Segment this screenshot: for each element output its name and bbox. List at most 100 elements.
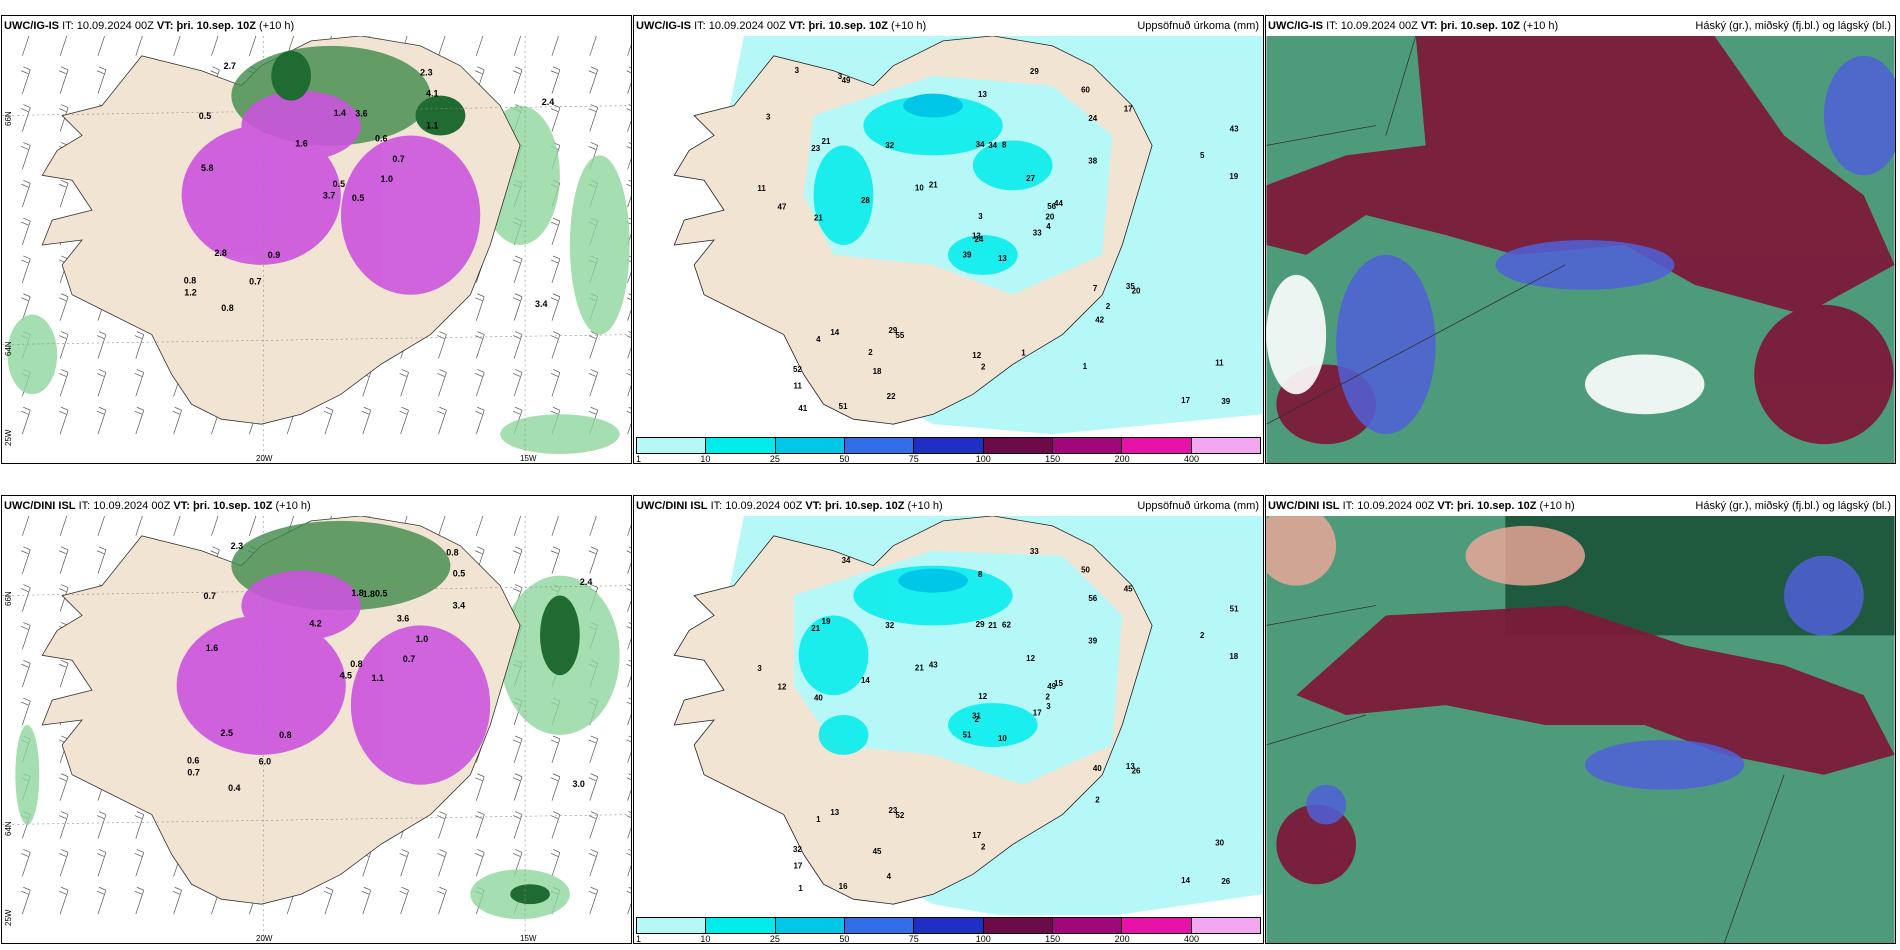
lon-20-label: 20W bbox=[256, 934, 273, 943]
value-label: 4 bbox=[1046, 222, 1051, 231]
value-label: 1.0 bbox=[416, 634, 428, 644]
value-label: 1.2 bbox=[184, 288, 196, 298]
precip-legend: 1 10 25 50 75 100 150 200 400 bbox=[634, 915, 1263, 943]
wind-barb bbox=[550, 217, 561, 246]
lead-time: (+10 h) bbox=[891, 20, 927, 32]
value-label: 0.7 bbox=[249, 277, 261, 287]
wind-barb bbox=[626, 697, 631, 726]
wind-barb bbox=[437, 369, 447, 397]
value-label: 3.4 bbox=[453, 600, 465, 610]
value-label: 4.1 bbox=[426, 89, 438, 99]
wind-barb bbox=[550, 735, 561, 763]
legend-swatch bbox=[637, 438, 707, 453]
value-label: 11 bbox=[793, 382, 802, 391]
it-time: 10.09.2024 00Z bbox=[93, 500, 171, 512]
value-label: 0.9 bbox=[268, 250, 280, 260]
wind-barb bbox=[21, 179, 31, 208]
model-name: UWC/DINI ISL bbox=[636, 500, 708, 512]
wind-barb bbox=[59, 546, 69, 574]
panel-header: UWC/DINI ISL IT: 10.09.2024 00Z VT: þri.… bbox=[1266, 496, 1895, 516]
value-label: 62 bbox=[1002, 621, 1011, 630]
wind-barb bbox=[437, 886, 447, 915]
value-label: 2.3 bbox=[231, 541, 243, 551]
value-label: 35 bbox=[1126, 282, 1135, 291]
value-label: 4.5 bbox=[340, 670, 352, 680]
panel-cloud-dini: UWC/DINI ISL IT: 10.09.2024 00Z VT: þri.… bbox=[1265, 495, 1896, 944]
value-label: 2 bbox=[981, 363, 986, 372]
wind-barb bbox=[626, 886, 631, 915]
wind-barb bbox=[437, 406, 447, 435]
value-label: 12 bbox=[978, 692, 987, 701]
wind-barb bbox=[21, 886, 31, 915]
wind-barb bbox=[626, 735, 631, 763]
value-label: 20 bbox=[1132, 286, 1141, 295]
legend-tick-label: 25 bbox=[769, 454, 780, 464]
precip-title: Uppsöfnuð úrkoma (mm) bbox=[1137, 500, 1259, 512]
wind-barb bbox=[475, 369, 485, 397]
cloud-map-ig bbox=[1266, 16, 1895, 463]
value-label: 14 bbox=[1181, 876, 1190, 885]
precip-map-ig: 1323245256556082433493921433938513427142… bbox=[634, 16, 1263, 463]
value-label: 41 bbox=[798, 404, 807, 413]
legend-swatch bbox=[844, 918, 915, 933]
value-label: 60 bbox=[1081, 85, 1090, 94]
value-label: 12 bbox=[972, 351, 981, 360]
value-label: 6.0 bbox=[259, 757, 271, 767]
lead-time: (+10 h) bbox=[1523, 20, 1559, 32]
legend-tick-label: 1 bbox=[636, 454, 642, 464]
value-label: 2.5 bbox=[221, 728, 233, 738]
value-label: 4 bbox=[816, 335, 821, 344]
wind-barb bbox=[512, 331, 523, 359]
wind-barb bbox=[59, 369, 69, 397]
wind-barb bbox=[588, 546, 599, 574]
panel-header: UWC/DINI ISL IT: 10.09.2024 00Z VT: þri.… bbox=[634, 496, 1263, 516]
value-label: 21 bbox=[814, 214, 823, 223]
wind-barb bbox=[59, 293, 69, 321]
value-label: 14 bbox=[830, 328, 839, 337]
value-label: 21 bbox=[915, 663, 924, 672]
value-label: 34 bbox=[976, 140, 985, 149]
wind-barb bbox=[361, 406, 372, 435]
wind-map-ig: 0.5 0.5 0.5 0.8 0.7 0.9 2.3 3.6 4.1 1.0 2.7 3.4 5.8 2… bbox=[2, 16, 631, 463]
wind-barb bbox=[626, 406, 631, 435]
wind-barb bbox=[59, 179, 69, 208]
wind-barb bbox=[550, 331, 561, 359]
lead-time: (+10 h) bbox=[275, 500, 311, 512]
value-label: 32 bbox=[793, 845, 802, 854]
lat-66-label: 66N bbox=[4, 591, 13, 606]
value-label: 1 bbox=[816, 815, 821, 824]
value-label: 33 bbox=[1033, 229, 1042, 238]
it-time: 10.09.2024 00Z bbox=[1340, 20, 1418, 32]
value-label: 3 bbox=[978, 212, 983, 221]
value-label: 30 bbox=[1215, 839, 1224, 848]
legend-swatch bbox=[983, 918, 1053, 933]
legend-tick-label: 200 bbox=[1114, 934, 1130, 944]
value-label: 3 bbox=[838, 72, 843, 81]
panel-header: UWC/IG-IS IT: 10.09.2024 00Z VT: þri. 10… bbox=[634, 16, 1263, 36]
vt-time: þri. 10.sep. 10Z bbox=[176, 20, 256, 32]
wind-barb bbox=[399, 406, 409, 435]
wind-barb bbox=[475, 811, 485, 839]
wind-barb bbox=[96, 849, 107, 877]
wind-barb bbox=[59, 659, 69, 688]
value-label: 19 bbox=[822, 617, 831, 626]
it-time: 10.09.2024 00Z bbox=[76, 20, 154, 32]
value-label: 23 bbox=[811, 144, 820, 153]
value-label: 39 bbox=[963, 251, 972, 260]
value-label: 16 bbox=[839, 882, 848, 891]
value-label: 43 bbox=[1230, 125, 1239, 134]
value-label: 51 bbox=[839, 402, 848, 411]
value-label: 32 bbox=[885, 621, 894, 630]
it-time: 10.09.2024 00Z bbox=[708, 20, 786, 32]
value-label: 2.8 bbox=[214, 248, 226, 258]
wind-barb bbox=[323, 886, 334, 915]
value-label: 3 bbox=[757, 664, 762, 673]
value-label: 52 bbox=[895, 811, 904, 820]
value-label: 55 bbox=[895, 331, 904, 340]
value-label: 0.7 bbox=[403, 654, 415, 664]
wind-barb bbox=[626, 546, 631, 574]
wind-barb bbox=[550, 293, 561, 321]
legend-swatch bbox=[1191, 438, 1260, 453]
value-label: 12 bbox=[778, 682, 787, 691]
wind-barb bbox=[475, 293, 485, 321]
